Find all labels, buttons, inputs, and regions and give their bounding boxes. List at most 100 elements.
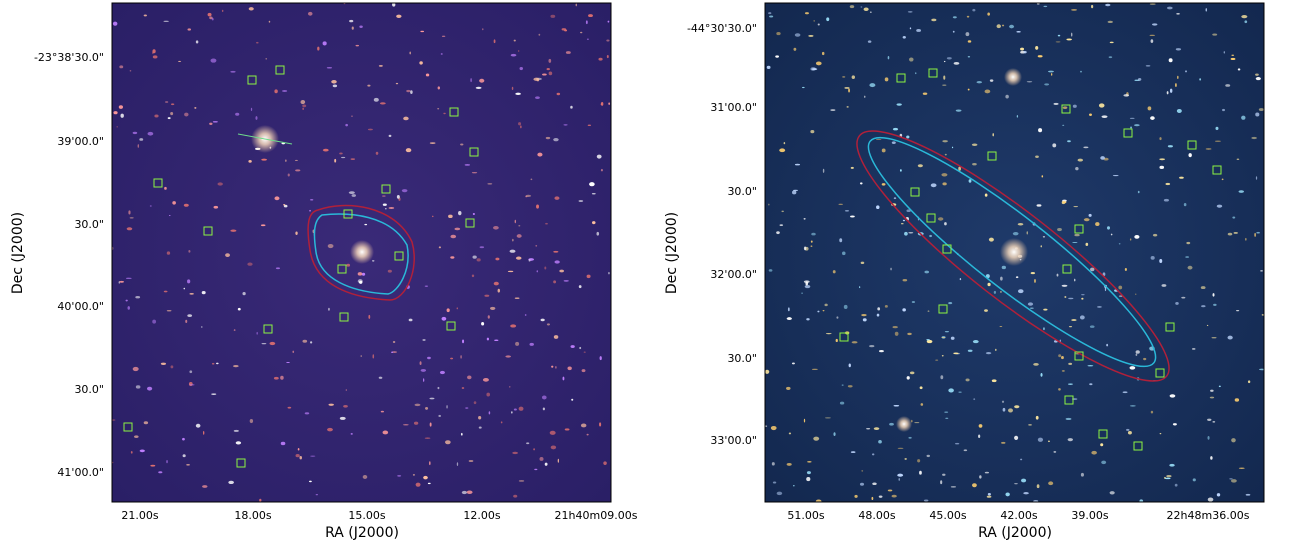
source-box <box>910 187 920 197</box>
galaxy <box>836 316 839 319</box>
galaxy <box>561 28 567 31</box>
galaxy <box>806 471 811 475</box>
galaxy <box>1133 124 1140 127</box>
galaxy <box>555 365 557 369</box>
galaxy <box>803 280 810 284</box>
galaxy <box>120 113 124 118</box>
galaxy <box>533 448 535 451</box>
x-tick-label: 22h48m36.00s <box>1167 509 1250 522</box>
galaxy <box>1038 128 1043 133</box>
galaxy <box>235 112 240 116</box>
galaxy <box>608 271 610 275</box>
galaxy <box>350 433 353 435</box>
source-box <box>1133 441 1143 451</box>
galaxy <box>518 406 524 411</box>
galaxy <box>388 207 395 209</box>
galaxy <box>926 339 933 344</box>
galaxy <box>225 253 230 258</box>
galaxy <box>806 477 811 482</box>
galaxy <box>446 308 450 313</box>
galaxy <box>409 51 411 55</box>
galaxy <box>1058 388 1061 391</box>
galaxy <box>813 20 815 22</box>
galaxy <box>294 159 298 161</box>
galaxy <box>935 359 939 361</box>
galaxy <box>1057 34 1061 37</box>
galaxy <box>166 310 172 312</box>
galaxy <box>1207 497 1214 502</box>
galaxy <box>515 341 520 346</box>
galaxy <box>1237 68 1241 71</box>
galaxy <box>879 349 884 353</box>
galaxy <box>1017 223 1024 226</box>
galaxy <box>528 259 531 262</box>
galaxy <box>1176 108 1182 113</box>
galaxy <box>893 197 897 200</box>
galaxy <box>1061 355 1064 360</box>
galaxy <box>450 234 457 239</box>
galaxy <box>511 86 514 91</box>
galaxy <box>513 408 517 411</box>
galaxy <box>481 321 485 326</box>
galaxy <box>327 243 334 249</box>
galaxy <box>553 335 559 339</box>
galaxy <box>571 398 574 401</box>
galaxy <box>859 182 863 185</box>
galaxy <box>904 458 907 460</box>
galaxy <box>287 406 292 409</box>
galaxy <box>606 39 610 42</box>
galaxy <box>815 499 822 502</box>
galaxy <box>513 39 516 42</box>
galaxy <box>1106 226 1110 230</box>
galaxy <box>286 361 290 363</box>
galaxy <box>1036 3 1040 5</box>
galaxy <box>984 471 990 474</box>
galaxy <box>585 20 588 25</box>
galaxy <box>248 160 252 163</box>
galaxy <box>1135 350 1140 354</box>
galaxy <box>1192 478 1196 482</box>
galaxy <box>166 459 168 464</box>
galaxy <box>1218 385 1221 388</box>
galaxy <box>207 12 212 17</box>
galaxy <box>1081 297 1084 300</box>
galaxy <box>562 376 565 381</box>
y-tick-label: 33'00.0" <box>710 434 757 447</box>
galaxy <box>917 459 921 463</box>
galaxy <box>372 354 375 359</box>
galaxy <box>1043 327 1045 331</box>
galaxy <box>401 189 408 193</box>
bcg <box>1000 238 1028 266</box>
galaxy <box>230 229 237 232</box>
galaxy <box>1089 383 1093 386</box>
galaxy <box>300 100 306 105</box>
galaxy <box>488 411 491 415</box>
galaxy <box>804 284 811 289</box>
galaxy <box>586 274 591 279</box>
galaxy <box>511 411 513 414</box>
galaxy <box>965 378 970 382</box>
galaxy <box>1231 438 1236 443</box>
source-box <box>339 312 349 322</box>
galaxy <box>1057 227 1062 232</box>
source-box <box>275 65 285 75</box>
galaxy <box>1187 265 1193 270</box>
galaxy <box>1233 232 1238 234</box>
galaxy <box>873 427 880 430</box>
galaxy <box>397 475 402 477</box>
galaxy <box>524 314 527 316</box>
galaxy <box>945 417 949 419</box>
galaxy <box>445 440 451 445</box>
galaxy <box>1042 236 1046 238</box>
galaxy <box>178 60 182 62</box>
galaxy <box>1232 216 1236 219</box>
galaxy <box>944 411 949 413</box>
galaxy <box>482 28 484 31</box>
source-box <box>469 147 479 157</box>
galaxy <box>378 376 383 379</box>
galaxy <box>1074 233 1080 237</box>
galaxy <box>211 17 214 21</box>
galaxy <box>1205 148 1212 150</box>
galaxy <box>310 341 313 344</box>
galaxy <box>951 146 954 149</box>
